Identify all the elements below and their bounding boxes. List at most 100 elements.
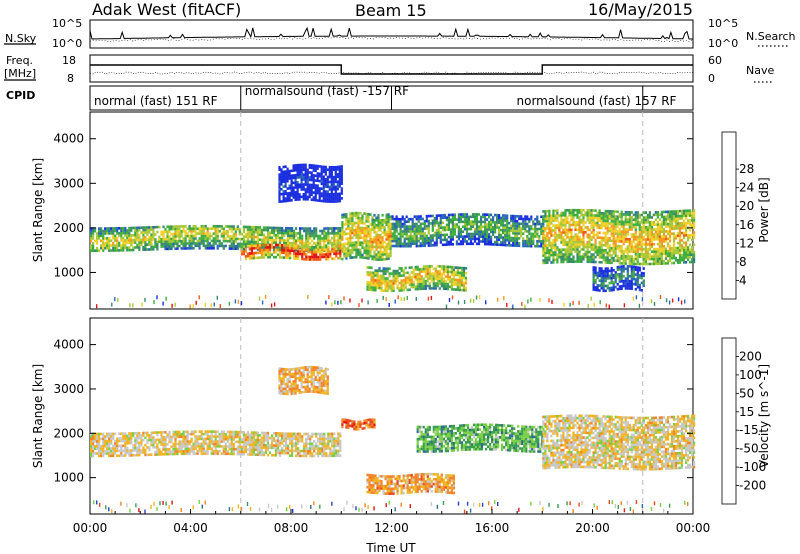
range-cell <box>357 221 360 225</box>
range-cell <box>586 226 589 229</box>
range-cell <box>566 228 569 232</box>
range-cell <box>270 238 274 242</box>
range-cell <box>421 242 424 245</box>
range-cell <box>334 197 337 201</box>
range-cell <box>411 230 414 233</box>
range-cell <box>402 269 405 272</box>
range-cell <box>554 231 557 235</box>
range-cell <box>446 282 449 286</box>
range-cell <box>542 222 545 226</box>
range-cell <box>325 255 328 259</box>
ground-speckle <box>264 294 267 299</box>
range-cell <box>128 229 131 232</box>
range-cell <box>311 244 314 248</box>
range-cell <box>96 440 99 443</box>
range-cell <box>477 227 481 231</box>
range-cell <box>326 192 329 196</box>
range-cell <box>610 219 613 223</box>
range-cell <box>299 232 302 235</box>
range-cell <box>240 248 243 251</box>
range-cell <box>286 179 289 183</box>
range-cell <box>278 229 282 232</box>
range-cell <box>297 239 300 243</box>
range-cell <box>457 218 460 221</box>
range-cell <box>112 244 115 247</box>
range-cell <box>423 219 426 223</box>
range-cell <box>564 216 567 219</box>
range-cell <box>630 218 633 221</box>
range-cell <box>381 221 384 224</box>
range-cell <box>542 242 545 245</box>
range-cell <box>522 242 525 245</box>
range-cell <box>368 283 371 287</box>
range-cell <box>380 281 383 285</box>
range-cell <box>640 276 643 280</box>
range-cell <box>336 185 339 188</box>
range-cell <box>672 210 676 213</box>
range-cell <box>329 250 332 253</box>
range-cell <box>660 213 663 216</box>
range-cell <box>102 246 105 250</box>
range-cell <box>331 232 334 235</box>
range-cell <box>454 283 457 286</box>
range-cell <box>588 245 591 249</box>
range-cell <box>457 230 460 234</box>
range-cell <box>292 174 295 177</box>
ground-speckle <box>521 302 523 306</box>
range-cell <box>453 228 456 231</box>
range-cell <box>222 234 225 238</box>
range-cell <box>441 216 444 220</box>
range-cell <box>640 228 643 231</box>
ground-speckle <box>599 300 601 305</box>
range-cell <box>612 234 615 238</box>
range-cell <box>540 227 543 231</box>
range-cell <box>90 449 93 453</box>
range-cell <box>336 173 339 176</box>
range-cell <box>640 248 643 251</box>
range-cell <box>598 224 601 227</box>
range-cell <box>377 253 380 256</box>
range-cell <box>104 242 107 245</box>
range-cell <box>323 255 326 259</box>
range-cell <box>370 276 373 279</box>
range-cell <box>440 265 443 268</box>
range-cell <box>126 434 129 438</box>
range-cell <box>340 189 343 193</box>
range-cell <box>562 218 565 222</box>
range-cell <box>598 253 601 257</box>
range-cell <box>339 252 342 255</box>
range-cell <box>646 248 649 251</box>
range-cell <box>574 245 577 249</box>
range-cell <box>94 249 97 252</box>
range-cell <box>256 235 259 239</box>
range-cell <box>278 241 282 245</box>
range-cell <box>256 251 259 255</box>
range-cell <box>516 222 519 225</box>
range-cell <box>390 282 393 285</box>
range-cell <box>658 237 661 241</box>
range-cell <box>330 166 333 169</box>
range-cell <box>218 242 221 245</box>
range-cell <box>304 188 307 191</box>
range-cell <box>367 220 370 223</box>
range-cell <box>602 231 605 235</box>
range-cell <box>560 221 563 225</box>
range-cell <box>130 451 133 455</box>
range-cell <box>652 223 655 226</box>
range-cell <box>317 234 320 238</box>
range-cell <box>602 269 605 273</box>
range-cell <box>418 282 421 286</box>
range-cell <box>638 235 641 239</box>
range-cell <box>369 235 372 238</box>
range-cell <box>389 232 392 236</box>
range-cell <box>345 227 348 231</box>
range-cell <box>439 236 442 239</box>
range-cell <box>178 235 181 238</box>
range-cell <box>596 224 599 227</box>
range-cell <box>423 227 426 230</box>
range-cell <box>444 270 447 273</box>
range-cell <box>456 268 459 272</box>
range-cell <box>652 220 655 224</box>
range-cell <box>327 241 330 245</box>
range-cell <box>244 255 247 258</box>
